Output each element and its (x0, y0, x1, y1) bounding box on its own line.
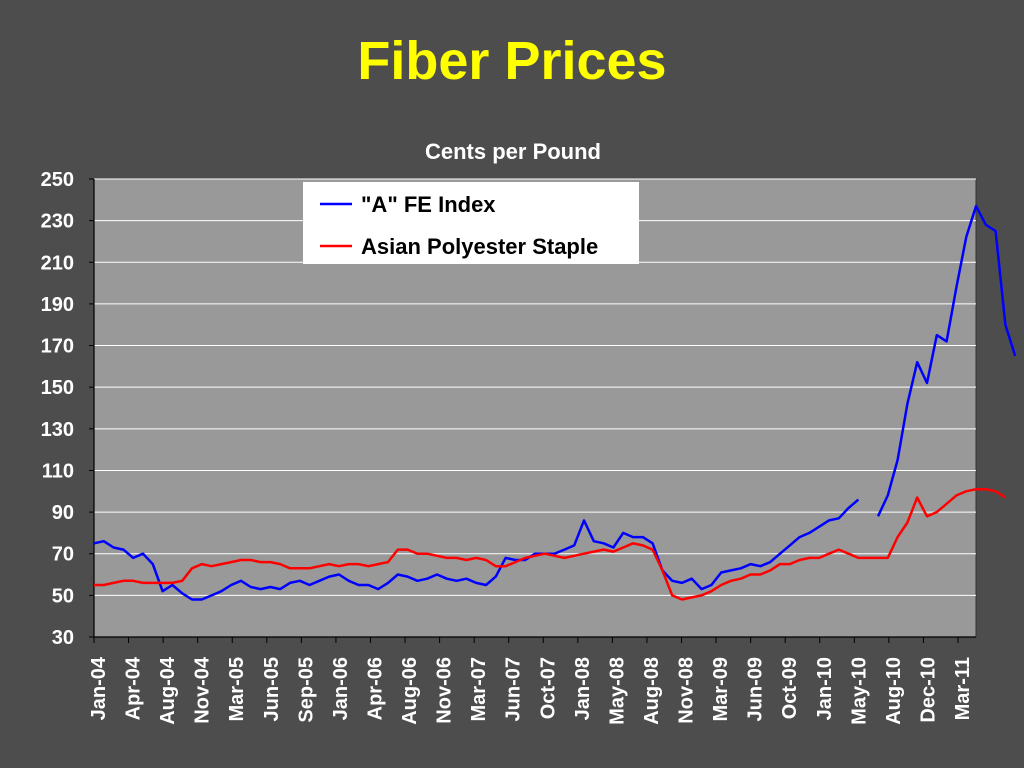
y-tick-label: 130 (41, 419, 74, 441)
x-tick-label: Mar-05 (226, 657, 248, 721)
y-tick-label: 70 (52, 544, 74, 566)
slide-title: Fiber Prices (357, 31, 667, 91)
y-tick-label: 90 (52, 502, 74, 524)
x-tick-label: Oct-07 (537, 657, 559, 719)
series-line-a-fe-index (93, 204, 1017, 601)
legend-label: Asian Polyester Staple (361, 234, 598, 259)
x-tick-label: May-10 (848, 657, 870, 725)
y-tick-label: 170 (41, 336, 74, 358)
x-tick-label: Jan-08 (572, 657, 594, 720)
x-tick-label: Aug-06 (399, 657, 421, 725)
x-tick-label: Mar-09 (710, 657, 732, 721)
x-tick-label: Nov-04 (192, 656, 214, 724)
y-tick-label: 250 (41, 169, 74, 191)
chart-subtitle: Cents per Pound (425, 139, 601, 164)
x-tick-label: Jun-07 (503, 657, 525, 721)
y-tick-label: 30 (52, 627, 74, 649)
x-tick-label: Nov-08 (676, 657, 698, 724)
series-line-asian-polyester-staple (94, 487, 1007, 601)
y-tick-label: 230 (41, 211, 74, 233)
x-tick-label: Jun-05 (261, 657, 283, 721)
y-tick-label: 150 (41, 377, 74, 399)
x-tick-label: May-08 (606, 657, 628, 725)
legend-box (303, 182, 639, 264)
legend: "A" FE Index Asian Polyester Staple (303, 182, 639, 264)
x-tick-label: Dec-10 (917, 657, 939, 723)
x-tick-label: Aug-08 (641, 657, 663, 725)
y-tick-label: 190 (41, 294, 74, 316)
chart-area: 30 50 70 90 110 130 150 170 190 210 230 250 Jan-04 Ap… (41, 169, 1017, 725)
x-tick-label: Oct-09 (779, 657, 801, 719)
y-tick-label: 110 (42, 460, 74, 482)
x-tick-label: Jun-09 (745, 657, 767, 721)
legend-label: "A" FE Index (361, 192, 496, 217)
x-tick-label: Nov-06 (434, 657, 456, 724)
x-tick-label: Sep-05 (295, 657, 317, 723)
x-tick-label: Jan-10 (814, 657, 836, 720)
x-tick-label: Mar-07 (468, 657, 490, 721)
x-tick-label: Apr-06 (365, 657, 387, 720)
x-tick-label: Apr-04 (123, 656, 145, 720)
x-tick-label: Aug-10 (883, 657, 905, 725)
y-tick-label: 50 (52, 585, 74, 607)
y-tick-label: 210 (41, 252, 74, 274)
x-tick-label: Mar-11 (952, 657, 974, 720)
x-tick-label: Jan-06 (330, 657, 352, 720)
x-tick-label: Aug-04 (157, 656, 179, 725)
x-tick-label: Jan-04 (88, 656, 110, 720)
